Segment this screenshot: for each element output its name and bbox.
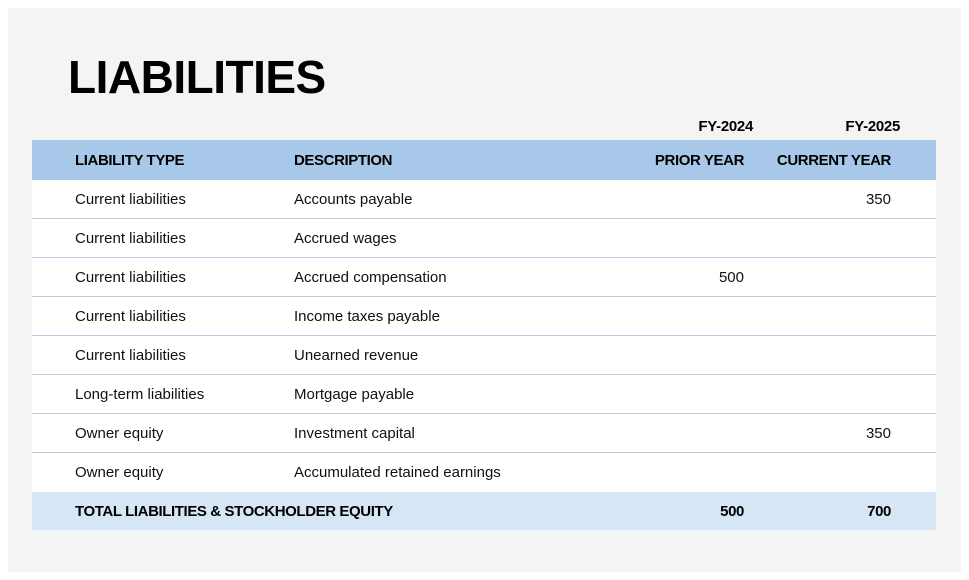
cell-current-year[interactable] xyxy=(769,336,891,374)
cell-current-year[interactable] xyxy=(769,375,891,413)
cell-description[interactable]: Mortgage payable xyxy=(294,385,415,403)
cell-prior-year[interactable] xyxy=(622,336,744,374)
cell-liability-type[interactable]: Current liabilities xyxy=(75,268,186,286)
cell-liability-type[interactable]: Long-term liabilities xyxy=(75,385,205,403)
cell-prior-year[interactable] xyxy=(622,414,744,452)
total-label[interactable]: TOTAL LIABILITIES & STOCKHOLDER EQUITY xyxy=(75,502,393,520)
cell-current-year[interactable]: 350 xyxy=(865,190,891,208)
cell-prior-year[interactable]: 500 xyxy=(718,268,744,286)
cell-current-year[interactable] xyxy=(769,219,891,257)
cell-current-year[interactable]: 350 xyxy=(865,424,891,442)
cell-description[interactable]: Accrued compensation xyxy=(294,268,447,286)
cell-current-year[interactable] xyxy=(769,258,891,296)
cell-description[interactable]: Accumulated retained earnings xyxy=(294,464,501,481)
cell-liability-type[interactable]: Current liabilities xyxy=(75,229,186,247)
cell-description[interactable]: Accounts payable xyxy=(294,190,413,208)
header-description[interactable]: DESCRIPTION xyxy=(294,151,393,169)
cell-description[interactable]: Accrued wages xyxy=(294,229,397,247)
table-row: Owner equity Accumulated retained earnin… xyxy=(32,453,936,492)
table-row: Current liabilities Unearned revenue xyxy=(32,336,936,375)
cell-prior-year[interactable] xyxy=(622,453,744,492)
fiscal-year-prior: FY-2024 xyxy=(698,118,753,135)
table-header-row: LIABILITY TYPE DESCRIPTION PRIOR YEAR CU… xyxy=(32,140,936,180)
table-row: Current liabilities Accrued compensation… xyxy=(32,258,936,297)
header-current-year[interactable]: CURRENT YEAR xyxy=(776,151,892,169)
table-row: Current liabilities Income taxes payable xyxy=(32,297,936,336)
cell-prior-year[interactable] xyxy=(622,297,744,335)
cell-liability-type[interactable]: Owner equity xyxy=(75,424,164,442)
total-current-year[interactable]: 700 xyxy=(867,502,891,520)
cell-description[interactable]: Income taxes payable xyxy=(294,307,440,325)
cell-liability-type[interactable]: Current liabilities xyxy=(75,307,186,325)
cell-current-year[interactable] xyxy=(769,453,891,492)
cell-prior-year[interactable] xyxy=(622,375,744,413)
page-title: LIABILITIES xyxy=(68,51,326,103)
total-prior-year[interactable]: 500 xyxy=(720,502,744,520)
cell-description[interactable]: Investment capital xyxy=(294,424,415,442)
cell-liability-type[interactable]: Current liabilities xyxy=(75,346,186,364)
cell-description[interactable]: Unearned revenue xyxy=(294,346,419,364)
liabilities-table: LIABILITY TYPE DESCRIPTION PRIOR YEAR CU… xyxy=(32,140,936,530)
fiscal-year-current: FY-2025 xyxy=(845,118,900,135)
cell-prior-year[interactable] xyxy=(622,219,744,257)
table-row: Current liabilities Accounts payable 350 xyxy=(32,180,936,219)
cell-liability-type[interactable]: Owner equity xyxy=(75,464,164,481)
total-row: TOTAL LIABILITIES & STOCKHOLDER EQUITY 5… xyxy=(32,492,936,530)
table-row: Long-term liabilities Mortgage payable xyxy=(32,375,936,414)
header-prior-year[interactable]: PRIOR YEAR xyxy=(654,151,744,169)
cell-prior-year[interactable] xyxy=(622,180,744,218)
table-row: Owner equity Investment capital 350 xyxy=(32,414,936,453)
cell-current-year[interactable] xyxy=(769,297,891,335)
cell-liability-type[interactable]: Current liabilities xyxy=(75,190,186,208)
table-row: Current liabilities Accrued wages xyxy=(32,219,936,258)
header-liability-type[interactable]: LIABILITY TYPE xyxy=(75,151,185,169)
